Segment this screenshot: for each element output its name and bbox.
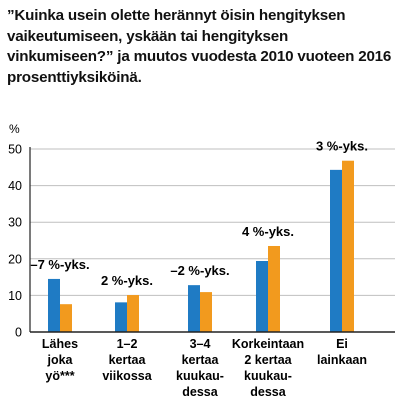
x-category-label: dessa (250, 385, 286, 399)
chart-title: ”Kuinka usein olette herännyt öisin heng… (7, 7, 392, 86)
change-annotation: 2 %-yks. (101, 273, 153, 288)
bar-2010 (48, 278, 60, 332)
x-category-label: 1–2 (117, 337, 138, 351)
bar-2016 (127, 295, 139, 332)
x-category-label: kertaa (109, 353, 147, 367)
axes (29, 147, 395, 333)
y-tick-label: 30 (8, 216, 22, 230)
x-category-label: Lähes (42, 337, 78, 351)
x-category-label: lainkaan (317, 353, 367, 367)
x-category-label: joka (46, 353, 73, 367)
bars (48, 160, 354, 332)
y-tick-label: 10 (8, 289, 22, 303)
y-tick-label: 40 (8, 179, 22, 193)
x-category-label: Ei (336, 337, 348, 351)
bar-2010 (256, 260, 268, 332)
change-annotation: 4 %-yks. (242, 224, 294, 239)
bar-2010 (188, 285, 200, 332)
change-annotation: –2 %-yks. (170, 263, 229, 278)
y-tick-label: 50 (8, 143, 22, 157)
change-annotation: –7 %-yks. (30, 257, 89, 272)
x-category-label: viikossa (102, 369, 152, 383)
x-category-label: 2 kertaa (244, 353, 292, 367)
change-annotation: 3 %-yks. (316, 139, 368, 154)
bar-2010 (330, 169, 342, 332)
bar-2016 (342, 160, 354, 332)
x-category-label: kuukau- (244, 369, 292, 383)
x-category-label: 3–4 (190, 337, 211, 351)
bar-2016 (268, 245, 280, 332)
bar-2016 (60, 304, 72, 332)
bar-2016 (200, 292, 212, 332)
x-category-label: dessa (182, 385, 218, 399)
labels: % 0 10 20 30 40 50 –7 %-yks. Lähes joka yö*** 2 %-y… (8, 122, 368, 399)
y-axis-label: % (9, 122, 20, 136)
bar-2010 (115, 302, 127, 332)
x-category-label: kertaa (182, 353, 220, 367)
x-category-label: Korkeintaan (232, 337, 304, 351)
top-rule (0, 0, 400, 4)
x-category-label: kuukau- (176, 369, 224, 383)
x-category-label: yö*** (45, 369, 74, 383)
y-tick-label: 20 (8, 252, 22, 266)
y-tick-label: 0 (15, 326, 22, 340)
